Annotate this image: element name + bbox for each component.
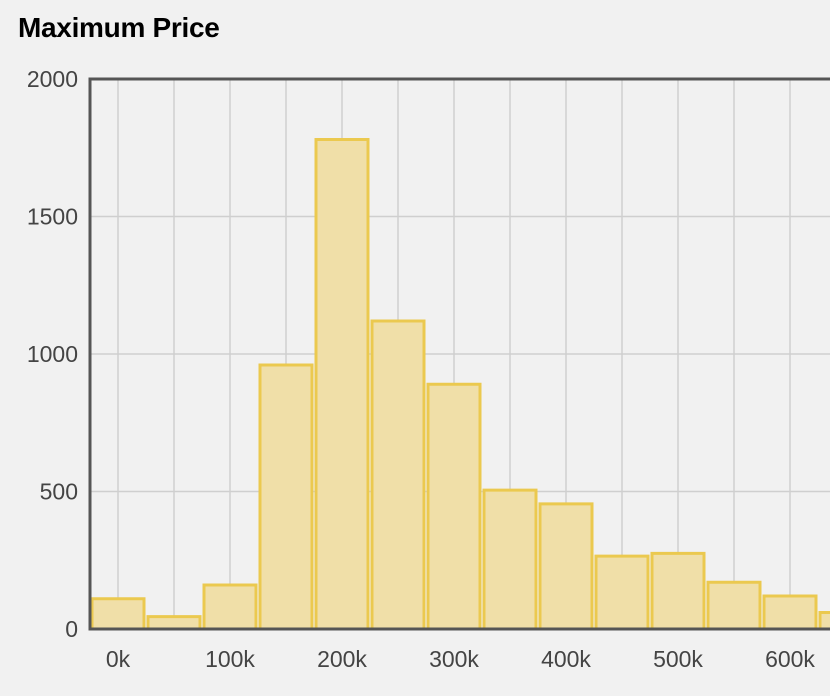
histogram-bar <box>818 611 830 631</box>
histogram-bar <box>426 382 482 631</box>
histogram-bar <box>146 615 202 631</box>
y-tick-labels: 0 500 1000 1500 2000 <box>27 66 78 642</box>
histogram-bar <box>90 597 146 631</box>
bars <box>90 138 830 631</box>
y-tick-label: 2000 <box>27 66 78 92</box>
y-tick-label: 500 <box>40 479 78 505</box>
histogram-bar <box>762 594 818 631</box>
y-tick-label: 0 <box>65 616 78 642</box>
chart-title: Maximum Price <box>18 12 220 43</box>
histogram-bar <box>650 551 706 631</box>
axes <box>88 77 830 631</box>
histogram-bar <box>706 580 762 631</box>
histogram-bar <box>370 319 426 631</box>
y-tick-label: 1500 <box>27 204 78 230</box>
x-tick-label: 600k <box>765 646 815 672</box>
x-tick-labels: 0k 100k 200k 300k 400k 500k 600k <box>106 646 816 672</box>
x-tick-label: 500k <box>653 646 703 672</box>
histogram-bar <box>202 583 258 631</box>
x-tick-label: 0k <box>106 646 131 672</box>
histogram-bar <box>258 363 314 631</box>
histogram-bar <box>314 138 370 631</box>
histogram-bar <box>594 554 650 631</box>
x-tick-label: 100k <box>205 646 255 672</box>
y-tick-label: 1000 <box>27 341 78 367</box>
histogram-bar <box>538 502 594 631</box>
histogram-bar <box>482 488 538 631</box>
x-tick-label: 300k <box>429 646 479 672</box>
x-tick-label: 200k <box>317 646 367 672</box>
x-tick-label: 400k <box>541 646 591 672</box>
